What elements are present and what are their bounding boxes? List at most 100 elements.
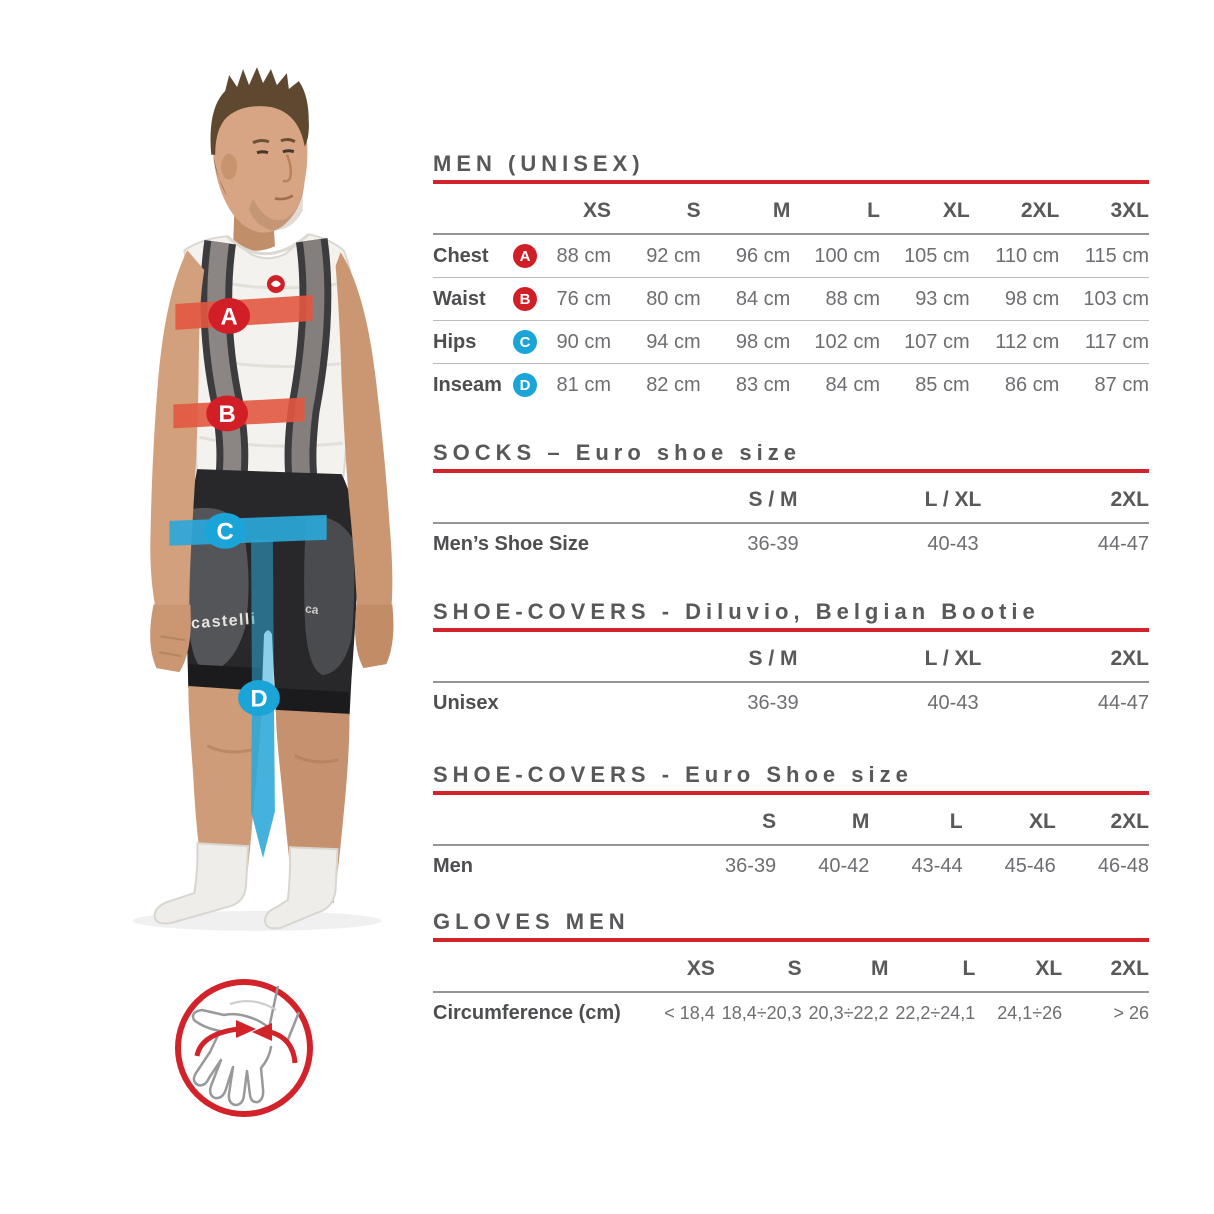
size-value: 76 cm	[556, 287, 611, 310]
red-rule	[433, 791, 1149, 795]
section-title: SOCKS – Euro shoe size	[433, 440, 801, 465]
size-value: 87 cm	[1094, 373, 1149, 396]
red-rule	[433, 628, 1149, 632]
red-rule	[433, 938, 1149, 942]
figure-marker-a: A	[208, 298, 251, 334]
size-value: 45-46	[1004, 855, 1056, 877]
castelli-scorpion-logo	[266, 275, 285, 294]
size-column-header: 2XL	[1110, 647, 1149, 670]
collar	[226, 233, 310, 256]
marker-badge-cell: C	[513, 330, 549, 354]
sock-right	[263, 846, 339, 930]
row-label: Unisex	[433, 692, 499, 714]
hand-outline	[191, 1008, 273, 1107]
size-column-header: XS	[582, 199, 611, 222]
size-value: 36-39	[747, 692, 799, 714]
size-value: 18,4÷20,3	[721, 1003, 802, 1023]
size-value: 107 cm	[904, 330, 970, 353]
figure-marker-d: D	[238, 680, 280, 716]
size-value: 105 cm	[904, 244, 970, 267]
size-value: > 26	[1113, 1003, 1149, 1023]
size-value: 88 cm	[556, 244, 611, 267]
table-row: Men’s Shoe Size 36-39 40-43 44-47	[433, 524, 1149, 565]
size-column-header: S	[686, 199, 701, 222]
size-value: 22,2÷24,1	[895, 1003, 976, 1023]
red-rule	[433, 469, 1149, 473]
inseam-band-d-upper	[251, 539, 274, 696]
size-value: 82 cm	[646, 373, 701, 396]
leg-gripper-right	[275, 688, 350, 716]
red-circle	[175, 979, 313, 1117]
size-value: 40-43	[927, 533, 979, 555]
marker-badge-cell: D	[513, 373, 549, 397]
size-value: 93 cm	[915, 287, 970, 310]
size-marker-badge: C	[513, 330, 537, 354]
size-value: 20,3÷22,2	[808, 1003, 889, 1023]
ear	[221, 153, 238, 180]
size-value: 36-39	[747, 533, 799, 555]
size-value: 44-47	[1097, 533, 1149, 555]
size-column-header: 2XL	[1110, 957, 1149, 980]
table-row: Chest A 88 cm 92 cm 96 cm 100 cm 105 cm 110 cm 1…	[433, 235, 1149, 277]
eyebrows	[252, 138, 296, 145]
size-column-header: 2XL	[1110, 810, 1149, 833]
size-value: 117 cm	[1084, 330, 1149, 353]
row-label: Waist	[433, 287, 486, 310]
hand-right	[355, 604, 394, 669]
cuff-arc	[229, 1000, 277, 1011]
table-row: Unisex 36-39 40-43 44-47	[433, 683, 1149, 724]
size-value: 84 cm	[735, 287, 791, 310]
size-column-header: 2XL	[1110, 488, 1149, 511]
stubble	[249, 188, 303, 231]
size-value: 43-44	[911, 855, 963, 877]
size-column-header: L / XL	[924, 488, 982, 511]
glove-measurement-icon	[166, 968, 326, 1128]
size-column-header: S / M	[748, 488, 798, 511]
row-label: Inseam	[433, 373, 502, 396]
shorts-brand-text-partial: ca	[304, 602, 319, 618]
size-value: 24,1÷26	[997, 1003, 1063, 1023]
column-header-row: S / M L / XL 2XL	[433, 473, 1149, 524]
wrist-lines	[267, 985, 301, 1043]
size-marker-badge: B	[513, 287, 537, 311]
size-column-header: XL	[1035, 957, 1063, 980]
size-column-header: L	[962, 957, 976, 980]
marker-badge-cell: A	[513, 244, 549, 268]
size-marker-badge: A	[513, 244, 537, 268]
size-column-header: XL	[1028, 810, 1056, 833]
figure-marker-b: B	[206, 395, 249, 432]
size-table-section: SHOE-COVERS - Euro Shoe size S M L XL 2XL Men 3…	[433, 764, 1149, 887]
leg-left	[188, 686, 262, 895]
hand-icon-svg	[175, 979, 313, 1117]
mouth	[274, 194, 294, 201]
column-header-row: S / M L / XL 2XL	[433, 632, 1149, 683]
size-value: 96 cm	[735, 244, 791, 267]
bib-strap-right-inner	[291, 239, 325, 484]
size-column-header: S	[762, 810, 777, 833]
sock-left	[153, 842, 250, 925]
size-value: 115 cm	[1084, 244, 1149, 267]
size-value: 112 cm	[995, 330, 1060, 353]
size-table-section: MEN (UNISEX) XS S M L XL 2XL 3XL Chest A 88 cm 92 c…	[433, 153, 1149, 406]
nose	[282, 154, 293, 183]
size-column-header: L	[867, 199, 880, 222]
size-column-header: 2XL	[1020, 199, 1060, 222]
model-figure-svg: castelli ca A B C D	[132, 67, 394, 931]
size-column-header: L	[949, 810, 963, 833]
size-marker-badge: D	[513, 373, 537, 397]
marker-badge-cell: B	[513, 287, 549, 311]
row-label: Men	[433, 855, 473, 877]
row-label: Men’s Shoe Size	[433, 533, 589, 555]
size-value: 90 cm	[556, 330, 611, 353]
shorts-brand-text: castelli	[190, 611, 257, 633]
table-row: Waist B 76 cm 80 cm 84 cm 88 cm 93 cm 98 cm 103 …	[433, 277, 1149, 320]
size-value: 84 cm	[825, 373, 880, 396]
hand-left-fingers	[159, 635, 186, 658]
row-label: Hips	[433, 330, 477, 353]
size-value: 80 cm	[646, 287, 701, 310]
section-title: GLOVES MEN	[433, 909, 630, 934]
size-value: 110 cm	[995, 244, 1060, 267]
knee-shading	[206, 744, 339, 764]
arm-left	[150, 250, 205, 609]
size-value: 98 cm	[1004, 287, 1060, 310]
